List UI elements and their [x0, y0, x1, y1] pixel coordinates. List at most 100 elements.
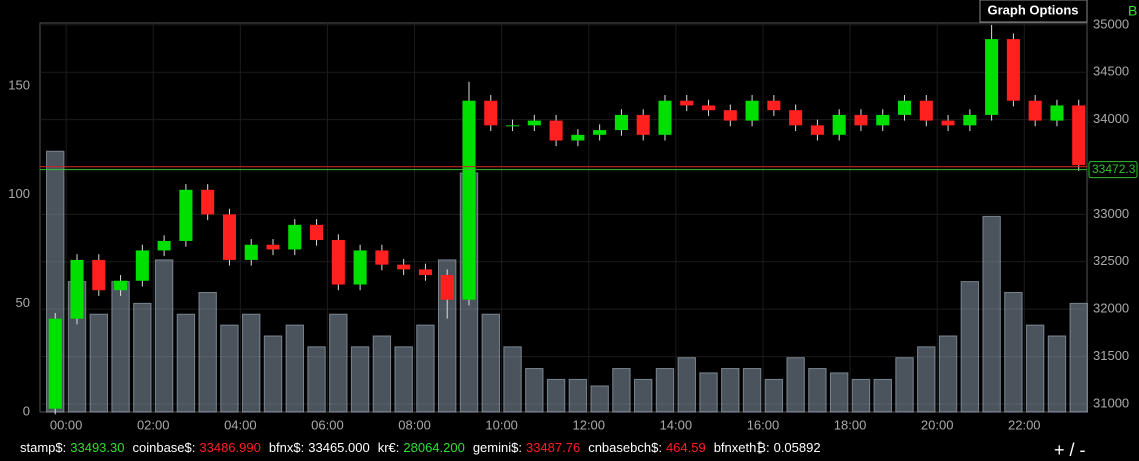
candle-body [135, 250, 149, 281]
candle-body [789, 110, 803, 126]
candle-body [506, 125, 520, 127]
x-tick-label: 10:00 [485, 417, 518, 432]
candle-body [810, 125, 824, 135]
volume-bar [699, 372, 718, 413]
ticker-label: bfnx$: [268, 440, 305, 455]
volume-bar [307, 346, 326, 413]
ticker-item: bfnx$: 33465.000 [269, 440, 370, 455]
candle-body [549, 120, 563, 141]
candle-body [985, 39, 999, 115]
x-tick-label: 20:00 [921, 417, 954, 432]
y-tick-label: 100 [8, 186, 30, 201]
candle-body [658, 100, 672, 135]
last-price-label: 33472.3 [1092, 162, 1136, 176]
candle-body [680, 100, 694, 106]
ticker-label: cnbasebch$: [588, 440, 662, 455]
volume-bar [742, 368, 762, 413]
candle-body [462, 100, 476, 300]
volume-bar [873, 378, 892, 413]
candle-body [571, 134, 585, 141]
volume-bar [938, 335, 958, 413]
candle-body [701, 105, 716, 111]
candle-body [375, 250, 389, 265]
candle-body [1006, 39, 1020, 101]
volume-bar [350, 346, 370, 413]
candle-body [179, 189, 193, 241]
volume-bar [416, 324, 435, 413]
candle-body [331, 240, 345, 285]
y2-tick-label: 34000 [1093, 111, 1129, 126]
candle-body [397, 264, 411, 270]
ticker-item: kr€: 28064.200 [378, 440, 465, 455]
y2-tick-label: 31000 [1093, 395, 1129, 410]
ticker-value: 33486.990 [199, 440, 261, 455]
x-tick-label: 04:00 [224, 417, 257, 432]
ticker-label: coinbase$: [132, 440, 196, 455]
candle-body [527, 120, 541, 126]
zoom-control[interactable]: + / - [1054, 440, 1086, 460]
candle-body [244, 244, 258, 260]
y2-tick-label: 32000 [1093, 301, 1129, 316]
candle-body [222, 214, 236, 260]
corner-label: B [1128, 3, 1137, 19]
volume-bar [176, 313, 196, 413]
volume-bar [633, 378, 653, 413]
volume-bar [764, 378, 784, 413]
volume-bar [525, 368, 544, 413]
x-tick-label: 14:00 [660, 417, 693, 432]
volume-bar [263, 335, 283, 413]
candle-body [832, 114, 846, 135]
candle-body [48, 318, 62, 409]
volume-bar [220, 324, 239, 413]
volume-bar [590, 385, 609, 413]
volume-bar [89, 313, 109, 413]
y-tick-label: 0 [23, 403, 30, 418]
graph-options-button[interactable] [979, 0, 1088, 23]
candle-body [114, 280, 128, 291]
ticker-label: kr€: [377, 440, 400, 455]
candle-body [614, 114, 628, 131]
candle-body [767, 100, 781, 111]
candle-body [876, 114, 890, 126]
volume-bar [1069, 302, 1088, 413]
candle-body [854, 114, 868, 126]
volume-bar [394, 346, 413, 413]
ticker-value: 464.59 [665, 440, 706, 455]
y2-tick-label: 33000 [1093, 206, 1129, 221]
volume-bar [546, 378, 566, 413]
volume-bar [198, 291, 217, 413]
volume-bar [982, 215, 1001, 413]
volume-bar [133, 302, 152, 413]
y2-tick-label: 32500 [1093, 253, 1129, 268]
ticker-value: 33493.30 [70, 440, 125, 455]
x-tick-label: 22:00 [1008, 417, 1041, 432]
volume-bar [1004, 291, 1023, 413]
ticker-item: coinbase$: 33486.990 [132, 440, 260, 455]
candle-body [723, 110, 737, 121]
candle-body [897, 100, 912, 115]
candle-body [593, 130, 607, 135]
chart: Graph Options B 00:00 02:00 04:00 06:00 08:0… [8, 0, 1138, 432]
ticker-item: bfnxeth₿: 0.05892 [714, 440, 821, 455]
x-tick-label: 00:00 [50, 417, 83, 432]
x-tick-label: 02:00 [137, 417, 170, 432]
x-tick-label: 08:00 [398, 417, 431, 432]
volume-bar [1025, 324, 1045, 413]
candle-body [310, 224, 324, 241]
candle-body [70, 259, 84, 319]
last-price-box [1088, 161, 1138, 179]
candle-body [201, 189, 215, 215]
graph-options-label[interactable]: Graph Options [988, 2, 1079, 17]
candle-body [353, 250, 367, 285]
candle-body [266, 244, 280, 250]
volume-bar [829, 372, 849, 413]
volume-bar [677, 357, 696, 413]
x-tick-label: 18:00 [834, 417, 867, 432]
candle-body [1028, 100, 1042, 121]
ticker-item: cnbasebch$: 464.59 [588, 440, 706, 455]
y2-tick-label: 35000 [1093, 16, 1129, 31]
y-tick-label: 150 [8, 77, 30, 92]
candle-body [636, 114, 650, 135]
volume-bar [1047, 335, 1067, 413]
candle-body [288, 224, 302, 250]
